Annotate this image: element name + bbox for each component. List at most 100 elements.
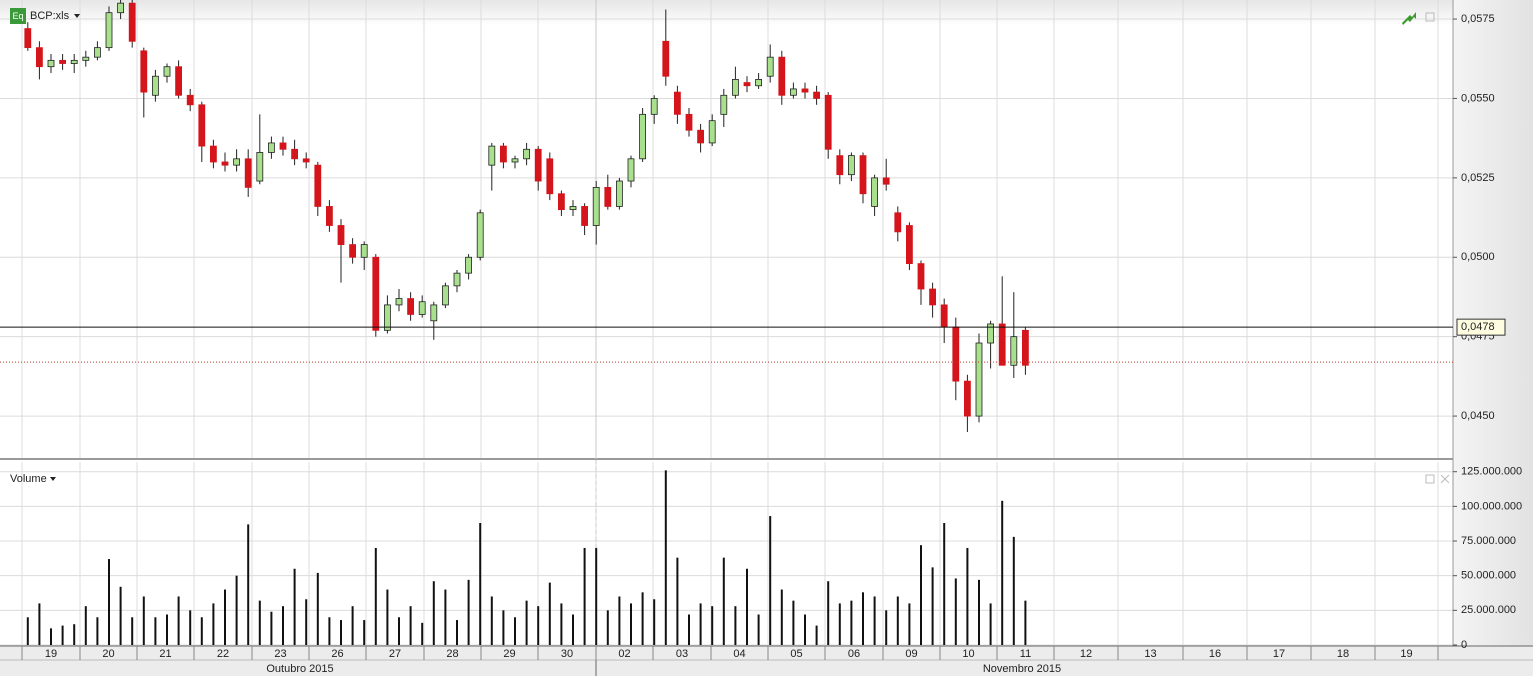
candle-body xyxy=(824,94,832,150)
volume-bar xyxy=(235,575,238,645)
volume-bar xyxy=(514,617,516,645)
candle-body xyxy=(650,98,658,115)
candle-body xyxy=(198,104,206,147)
candle-body xyxy=(267,142,275,153)
candle-body xyxy=(291,148,299,160)
volume-bar xyxy=(560,603,563,645)
candle-body xyxy=(302,158,310,163)
volume-bar xyxy=(978,579,980,645)
volume-bar xyxy=(676,557,679,645)
candle-body xyxy=(859,155,867,195)
day-label: 27 xyxy=(389,648,401,660)
candle-body xyxy=(685,113,693,131)
candle-body xyxy=(894,212,902,233)
candle-body xyxy=(534,148,542,182)
day-label: 06 xyxy=(848,648,860,660)
candle-body xyxy=(975,342,983,417)
candle-body xyxy=(964,380,971,417)
volume-bar xyxy=(954,578,957,645)
volume-bar xyxy=(142,596,145,645)
candle-body xyxy=(674,91,681,115)
volume-bar xyxy=(444,589,447,645)
candle-body xyxy=(337,225,345,245)
day-label: 28 xyxy=(446,648,458,660)
day-label: 16 xyxy=(1209,648,1221,660)
candle-body xyxy=(720,94,728,115)
volume-bar xyxy=(96,617,99,645)
day-label: 11 xyxy=(1020,648,1031,660)
volume-bar xyxy=(108,559,110,645)
volume-bar xyxy=(432,581,435,645)
volume-bar xyxy=(792,600,795,645)
volume-bar xyxy=(931,567,934,645)
close-icon[interactable] xyxy=(1440,474,1450,484)
volume-bar xyxy=(38,603,41,645)
eq-icon-text: Eq xyxy=(12,11,23,21)
day-label: 05 xyxy=(790,648,802,660)
volume-bar xyxy=(50,628,52,645)
trend-icon[interactable] xyxy=(1402,12,1416,25)
volume-bar xyxy=(966,547,969,645)
volume-bar xyxy=(873,596,876,645)
volume-bar xyxy=(224,589,226,645)
volume-bar xyxy=(896,596,899,645)
volume-bar xyxy=(154,617,157,645)
volume-bar xyxy=(502,610,505,645)
y-tick-label: 0,0550 xyxy=(1461,92,1495,104)
volume-bar xyxy=(780,589,783,645)
dropdown-arrow[interactable] xyxy=(50,477,56,481)
candle-body xyxy=(558,193,565,211)
volume-bar xyxy=(862,592,864,645)
candle-body xyxy=(94,47,101,58)
candle-body xyxy=(755,79,762,87)
volume-bar xyxy=(838,603,841,645)
volume-bar xyxy=(258,600,261,645)
candle-body xyxy=(244,158,252,188)
candle-body xyxy=(592,186,600,226)
volume-bar xyxy=(131,617,134,645)
volume-bar xyxy=(989,603,992,645)
volume-tick-label: 125.000.000 xyxy=(1461,466,1522,478)
volume-tick-label: 25.000.000 xyxy=(1461,604,1516,616)
candle-body xyxy=(1022,329,1029,366)
eq-icon[interactable] xyxy=(10,8,26,24)
volume-bar xyxy=(26,617,29,645)
candle-body xyxy=(998,323,1006,366)
volume-bar xyxy=(177,596,180,645)
candle-body xyxy=(256,152,264,182)
window-icon[interactable] xyxy=(1425,474,1435,484)
candle-body xyxy=(151,75,159,96)
volume-bar xyxy=(456,620,458,645)
volume-bar xyxy=(293,568,296,645)
volume-bar xyxy=(699,603,702,645)
volume-title[interactable]: Volume xyxy=(10,473,47,485)
symbol-title[interactable]: BCP:xls xyxy=(30,10,70,22)
candle-body xyxy=(47,59,55,68)
candle-body xyxy=(128,2,136,42)
candle-body xyxy=(581,206,588,226)
candle-body xyxy=(453,272,461,287)
volume-bar xyxy=(1024,600,1027,645)
volume-bar xyxy=(943,523,946,645)
candle-body xyxy=(906,225,913,265)
window-icon[interactable] xyxy=(1425,12,1435,22)
candle-body xyxy=(221,161,229,166)
day-label: 23 xyxy=(274,648,286,660)
volume-bar xyxy=(61,625,64,645)
day-label: 13 xyxy=(1144,648,1156,660)
candle-body xyxy=(871,177,878,207)
marks xyxy=(24,0,1029,645)
candle-body xyxy=(395,298,403,306)
y-tick-label: 0,0575 xyxy=(1461,13,1495,25)
candle-body xyxy=(848,155,855,176)
candle-body xyxy=(233,158,241,166)
volume-bar xyxy=(119,586,122,645)
volume-bar xyxy=(664,470,667,645)
day-label: 12 xyxy=(1080,648,1092,660)
candle-body xyxy=(697,129,704,144)
dropdown-arrow[interactable] xyxy=(74,14,80,18)
volume-bar xyxy=(920,545,922,645)
candle-body xyxy=(163,66,171,77)
candle-body xyxy=(1010,336,1018,366)
